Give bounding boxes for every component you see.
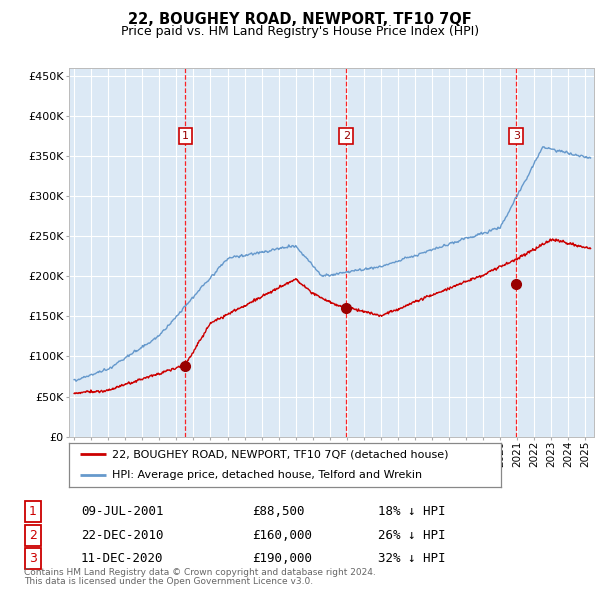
Text: This data is licensed under the Open Government Licence v3.0.: This data is licensed under the Open Gov… <box>24 577 313 586</box>
Text: 3: 3 <box>29 552 37 565</box>
Text: 3: 3 <box>513 131 520 141</box>
Text: 18% ↓ HPI: 18% ↓ HPI <box>378 505 445 518</box>
Text: 11-DEC-2020: 11-DEC-2020 <box>81 552 163 565</box>
Text: 2: 2 <box>29 529 37 542</box>
Text: Price paid vs. HM Land Registry's House Price Index (HPI): Price paid vs. HM Land Registry's House … <box>121 25 479 38</box>
Text: 2: 2 <box>343 131 350 141</box>
Text: £190,000: £190,000 <box>252 552 312 565</box>
Text: 22-DEC-2010: 22-DEC-2010 <box>81 529 163 542</box>
Text: 1: 1 <box>182 131 189 141</box>
Text: £160,000: £160,000 <box>252 529 312 542</box>
Text: £88,500: £88,500 <box>252 505 305 518</box>
Text: Contains HM Land Registry data © Crown copyright and database right 2024.: Contains HM Land Registry data © Crown c… <box>24 568 376 576</box>
Text: 32% ↓ HPI: 32% ↓ HPI <box>378 552 445 565</box>
Text: 22, BOUGHEY ROAD, NEWPORT, TF10 7QF: 22, BOUGHEY ROAD, NEWPORT, TF10 7QF <box>128 12 472 27</box>
Text: 09-JUL-2001: 09-JUL-2001 <box>81 505 163 518</box>
Text: 26% ↓ HPI: 26% ↓ HPI <box>378 529 445 542</box>
Text: 22, BOUGHEY ROAD, NEWPORT, TF10 7QF (detached house): 22, BOUGHEY ROAD, NEWPORT, TF10 7QF (det… <box>112 450 449 460</box>
Text: 1: 1 <box>29 505 37 518</box>
Text: HPI: Average price, detached house, Telford and Wrekin: HPI: Average price, detached house, Telf… <box>112 470 422 480</box>
